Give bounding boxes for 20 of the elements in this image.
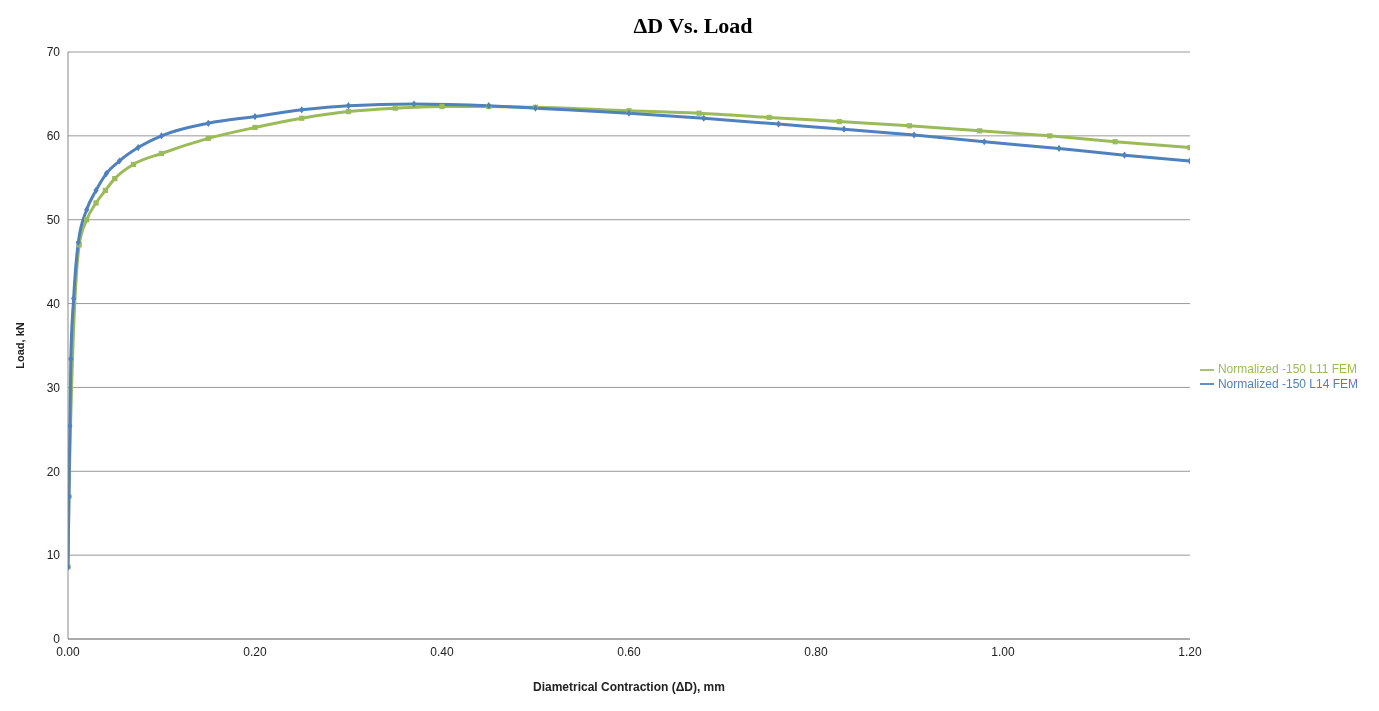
y-tick-label: 70 (46, 45, 61, 60)
x-tick-label: 0.20 (243, 644, 267, 659)
x-tick-label: 1.20 (1178, 644, 1202, 659)
x-tick-label: 0.60 (617, 644, 641, 659)
legend-label: Normalized -150 L11 FEM (1217, 361, 1358, 376)
y-tick-label: 60 (46, 129, 61, 144)
y-tick-label: 40 (46, 296, 61, 311)
y-tick-label: 0 (53, 632, 61, 647)
chart-title: ΔD Vs. Load (632, 12, 754, 40)
x-tick-label: 0.80 (804, 644, 828, 659)
y-tick-label: 50 (46, 212, 61, 227)
x-tick-label: 0.40 (430, 644, 454, 659)
x-axis-title: Diametrical Contraction (ΔD), mm (532, 680, 725, 694)
y-tick-label: 10 (46, 548, 61, 563)
y-tick-label: 30 (46, 380, 61, 395)
x-tick-label: 1.00 (991, 644, 1015, 659)
y-axis-title: Load, kN (13, 322, 26, 369)
x-tick-label: 0.00 (56, 644, 80, 659)
y-tick-label: 20 (46, 464, 61, 479)
legend-label: Normalized -150 L14 FEM (1217, 376, 1358, 391)
